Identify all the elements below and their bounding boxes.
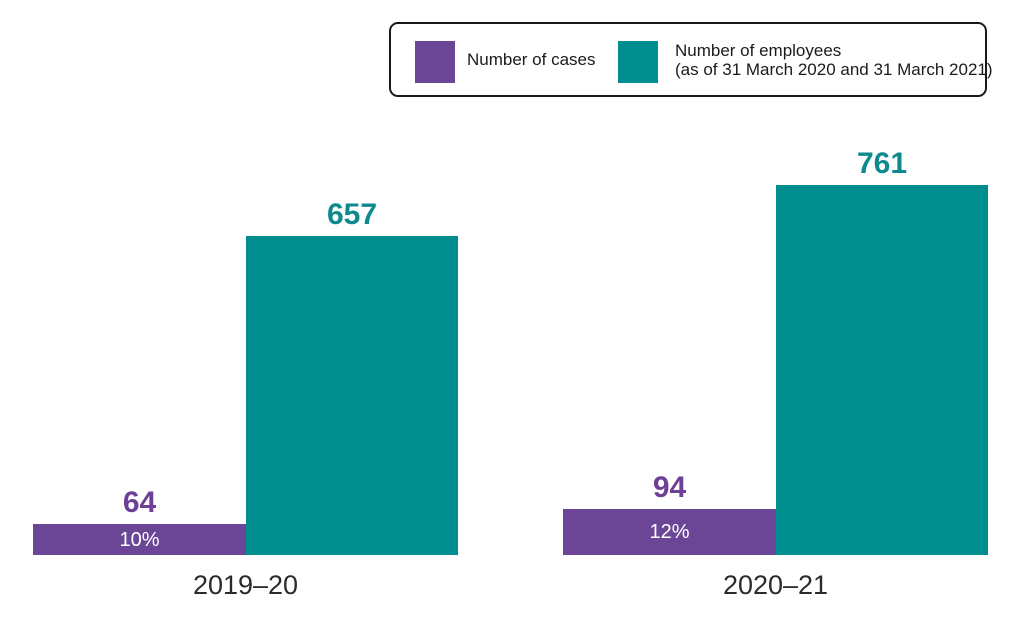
legend-label-cases: Number of cases [467, 50, 596, 69]
bar-employees-2020-21 [776, 185, 988, 555]
bar-cases-2020-21: 12% [563, 509, 776, 555]
value-label-cases-2020-21: 94 [652, 471, 687, 504]
legend: Number of cases Number of employees (as … [389, 22, 993, 97]
percent-label-2019-20: 10% [119, 528, 160, 551]
legend-swatch-employees-icon [618, 41, 658, 83]
bar-employees-2019-20 [246, 236, 458, 555]
value-label-employees-2020-21: 761 [856, 147, 908, 180]
legend-label-employees-line2: (as of 31 March 2020 and 31 March 2021) [675, 59, 993, 79]
legend-label-employees: Number of employees (as of 31 March 2020… [675, 24, 993, 95]
category-label-2020-21: 2020–21 [722, 570, 829, 600]
legend-swatch-cases-icon [415, 41, 455, 83]
value-label-employees-2019-20: 657 [326, 198, 378, 231]
value-label-cases-2019-20: 64 [122, 486, 157, 519]
bar-cases-2019-20: 10% [33, 524, 246, 555]
legend-label-employees-line1: Number of employees [675, 40, 842, 60]
percent-label-2020-21: 12% [649, 521, 690, 543]
category-label-2019-20: 2019–20 [192, 570, 299, 600]
